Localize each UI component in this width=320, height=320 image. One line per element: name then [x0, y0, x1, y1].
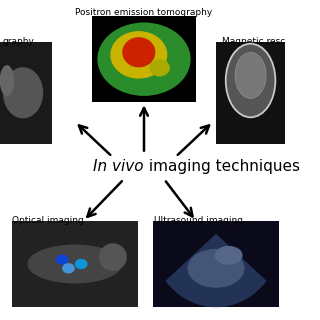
FancyBboxPatch shape	[0, 42, 52, 144]
Text: Ultrasound imaging: Ultrasound imaging	[154, 216, 243, 225]
Ellipse shape	[122, 37, 156, 68]
Ellipse shape	[75, 259, 88, 269]
Ellipse shape	[215, 246, 243, 265]
Ellipse shape	[110, 31, 167, 79]
Text: Optical imaging: Optical imaging	[12, 216, 83, 225]
Ellipse shape	[99, 243, 127, 271]
FancyBboxPatch shape	[12, 221, 138, 307]
Text: Magnetic resc: Magnetic resc	[222, 37, 285, 46]
Ellipse shape	[226, 45, 275, 116]
FancyBboxPatch shape	[153, 221, 279, 307]
Ellipse shape	[56, 254, 68, 265]
Ellipse shape	[188, 249, 244, 288]
Ellipse shape	[235, 52, 266, 99]
Text: imaging techniques: imaging techniques	[144, 159, 300, 174]
Text: Positron emission tomography: Positron emission tomography	[76, 8, 212, 17]
Ellipse shape	[27, 244, 123, 284]
FancyBboxPatch shape	[92, 16, 196, 102]
Text: graphy: graphy	[3, 37, 35, 46]
Ellipse shape	[149, 59, 170, 76]
Ellipse shape	[97, 22, 191, 96]
Text: In vivo: In vivo	[93, 159, 144, 174]
Ellipse shape	[0, 65, 14, 96]
FancyBboxPatch shape	[216, 42, 285, 144]
Ellipse shape	[3, 67, 43, 118]
Wedge shape	[165, 234, 267, 307]
Ellipse shape	[62, 263, 75, 274]
